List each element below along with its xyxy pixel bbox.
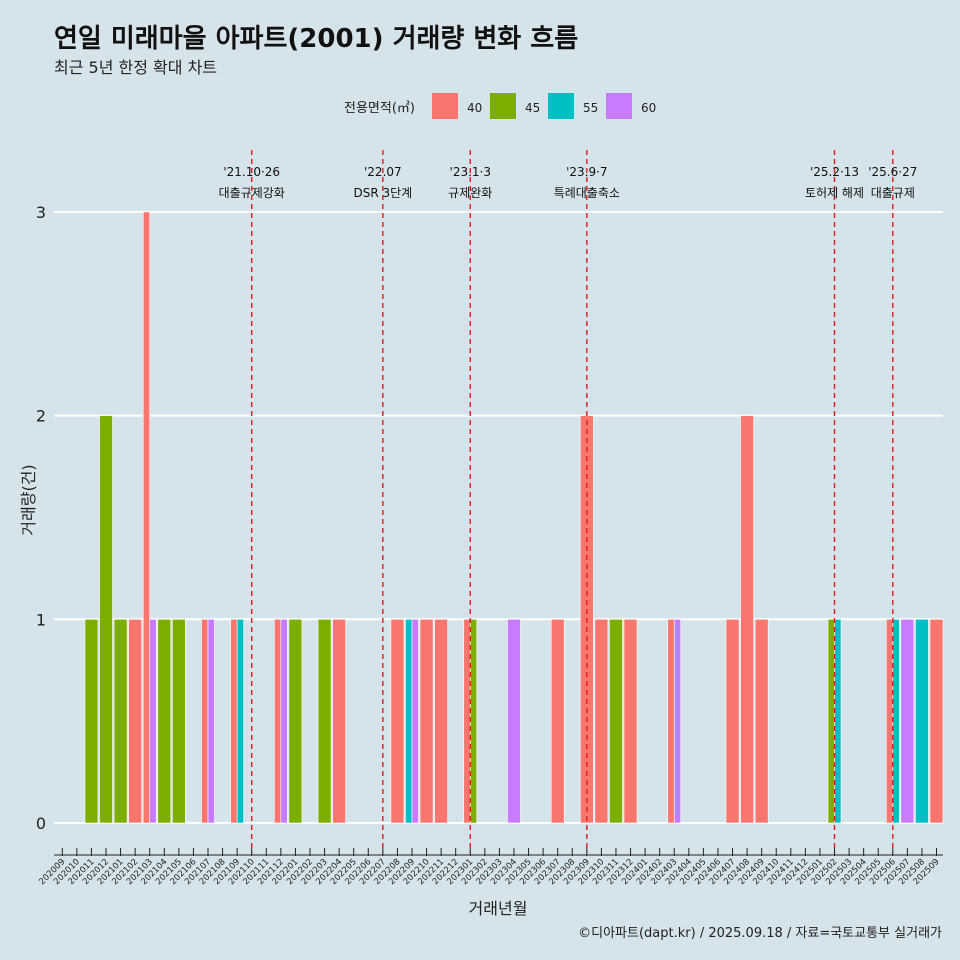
bar-202107-40 [201, 618, 209, 824]
bar-202509-40 [929, 618, 944, 824]
bar-202407-40 [725, 618, 740, 824]
legend-label-45: 45 [525, 101, 540, 115]
bar-202103-40 [142, 211, 151, 824]
bar-202208-40 [390, 618, 405, 824]
legend-label-60: 60 [641, 101, 656, 115]
bar-202211-40 [434, 618, 448, 824]
bar-202403-40 [667, 618, 675, 824]
bar-202112-40 [274, 618, 282, 824]
legend-swatch-45 [490, 93, 516, 119]
bar-202408-40 [740, 415, 754, 824]
bar-202508-55 [915, 618, 929, 824]
bar-202209-60 [411, 618, 419, 824]
y-tick-label: 0 [36, 814, 46, 833]
bar-202101-45 [113, 618, 128, 824]
event-date-label: '25.2·13 [810, 165, 859, 179]
bar-202409-40 [754, 618, 769, 824]
event-label: 토허제 해제 [805, 186, 864, 200]
page-title: 연일 미래마을 아파트(2001) 거래량 변화 흐름 [54, 24, 579, 54]
bar-202312-40 [623, 618, 638, 824]
y-tick-label: 2 [36, 407, 46, 426]
event-label: 규제완화 [448, 186, 492, 200]
event-label: 특례대출축소 [554, 186, 620, 200]
y-tick-label: 3 [36, 203, 46, 222]
y-axis-title: 거래량(건) [19, 464, 38, 535]
bar-202109-55 [236, 618, 244, 824]
bar-202311-45 [609, 618, 623, 824]
legend-swatch-60 [606, 93, 632, 119]
bar-202506-55 [892, 618, 900, 824]
bar-202403-60 [673, 618, 682, 824]
page-subtitle: 최근 5년 한정 확대 차트 [54, 58, 218, 77]
bar-202310-40 [594, 618, 609, 824]
legend-swatch-55 [548, 93, 574, 119]
event-label: 대출규제 [871, 186, 915, 200]
bar-202502-45 [827, 618, 835, 824]
bar-202210-40 [419, 618, 434, 824]
bar-202203-45 [317, 618, 332, 824]
bar-202201-45 [288, 618, 303, 824]
x-axis-title: 거래년월 [469, 899, 528, 918]
bar-202105-45 [172, 618, 186, 824]
bar-202209-55 [405, 618, 413, 824]
bar-202307-40 [550, 618, 565, 824]
bar-202104-45 [157, 618, 172, 824]
event-date-label: '22.07 [364, 165, 402, 179]
bar-202507-60 [900, 618, 915, 824]
event-date-label: '23.1·3 [450, 165, 491, 179]
y-tick-label: 1 [36, 610, 46, 629]
event-label: DSR 3단계 [353, 186, 412, 200]
bar-202012-45 [99, 415, 113, 824]
bar-202301-40 [463, 618, 471, 824]
bar-202112-60 [280, 618, 288, 824]
legend-title: 전용면적(㎡) [344, 101, 415, 116]
bar-202204-40 [332, 618, 346, 824]
bar-202304-60 [507, 618, 521, 824]
bar-202011-45 [84, 618, 99, 824]
legend-swatch-40 [432, 93, 458, 119]
bar-202502-55 [834, 618, 842, 824]
source-caption: ©디아파트(dapt.kr) / 2025.09.18 / 자료=국토교통부 실… [578, 926, 942, 941]
bar-202109-40 [230, 618, 238, 824]
bar-202102-40 [128, 618, 142, 824]
legend-label-55: 55 [583, 101, 598, 115]
event-date-label: '21.10·26 [223, 165, 280, 179]
event-date-label: '25.6·27 [868, 165, 917, 179]
legend-label-40: 40 [467, 101, 482, 115]
bar-202103-60 [149, 618, 157, 824]
bar-202301-45 [469, 618, 478, 824]
event-date-label: '23.9·7 [566, 165, 607, 179]
bar-202107-60 [207, 618, 215, 824]
bar-202506-40 [885, 618, 894, 824]
event-label: 대출규제강화 [219, 186, 285, 200]
